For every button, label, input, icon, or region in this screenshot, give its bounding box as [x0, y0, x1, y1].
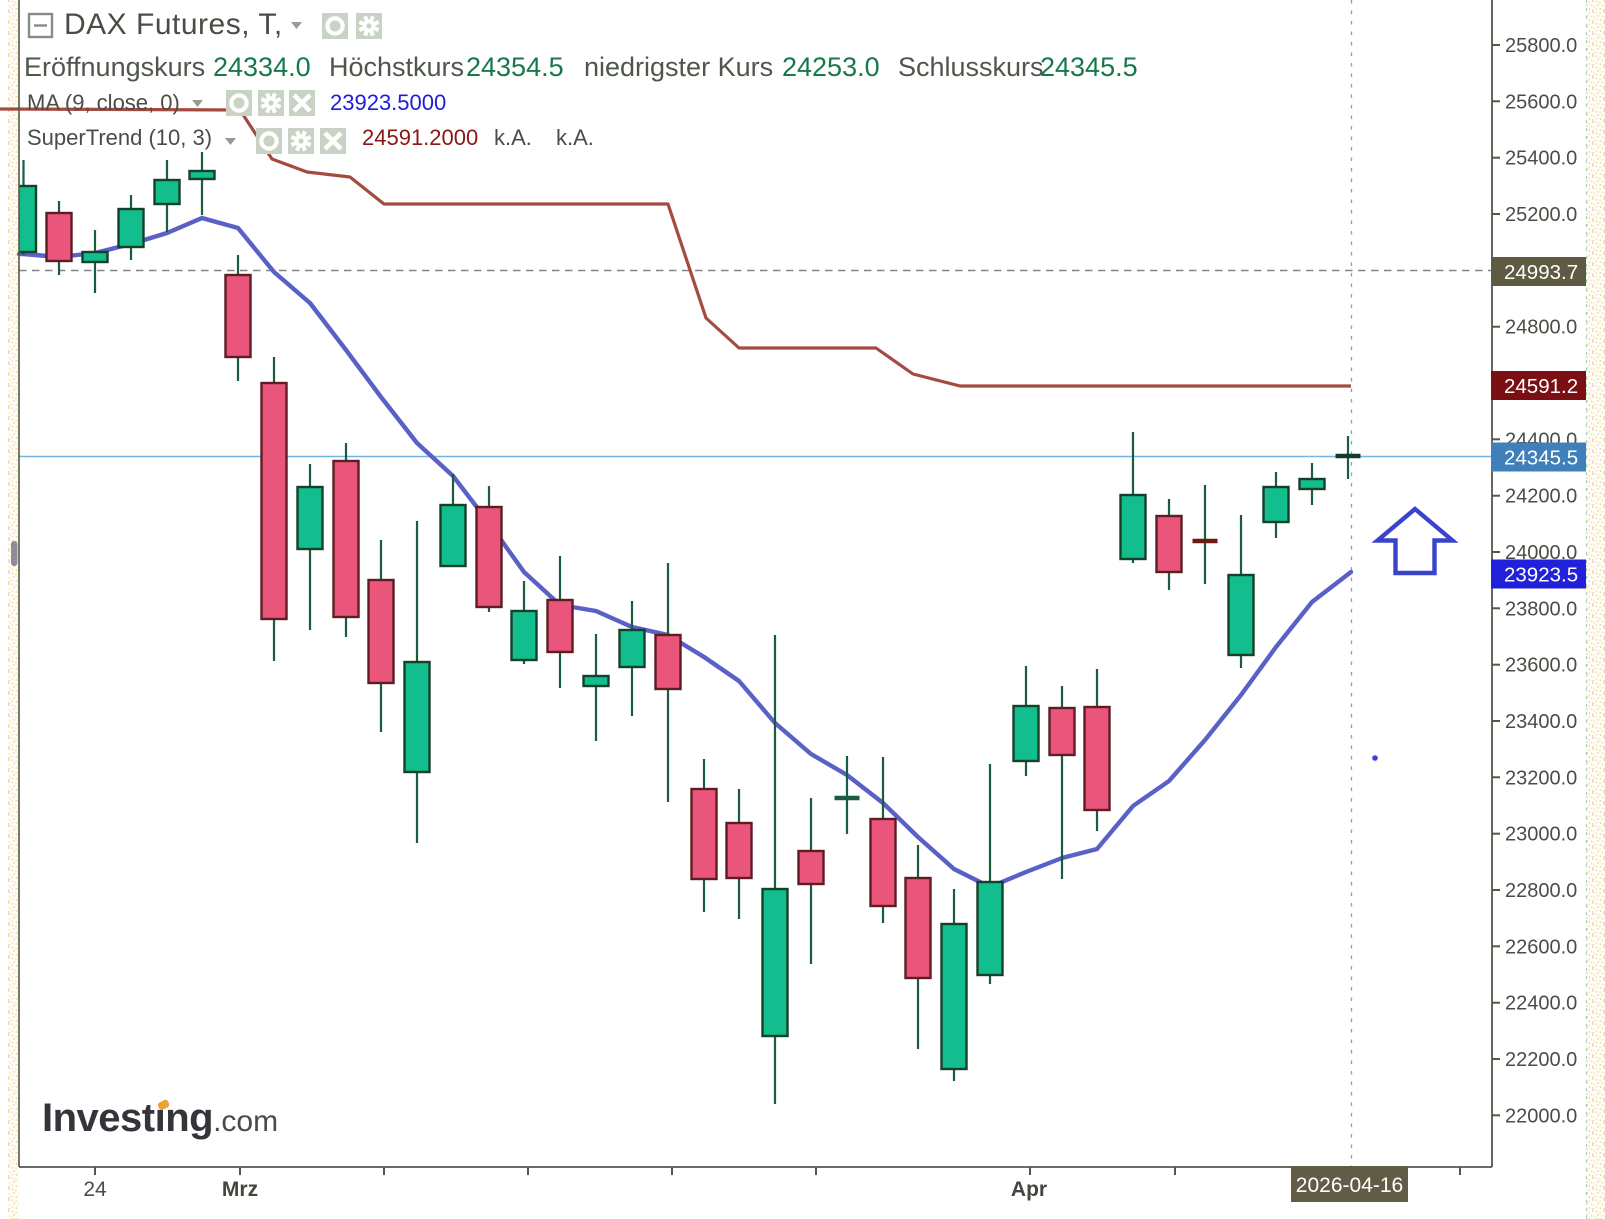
- svg-text:24591.2: 24591.2: [1504, 375, 1578, 398]
- svg-text:24: 24: [83, 1178, 107, 1201]
- svg-text:Apr: Apr: [1011, 1178, 1047, 1201]
- svg-text:25400.0: 25400.0: [1505, 148, 1577, 170]
- svg-text:24345.5: 24345.5: [1504, 447, 1578, 470]
- svg-text:23000.0: 23000.0: [1505, 824, 1577, 846]
- svg-text:25800.0: 25800.0: [1505, 35, 1577, 57]
- svg-text:2026-04-16: 2026-04-16: [1296, 1174, 1403, 1197]
- svg-text:22200.0: 22200.0: [1505, 1049, 1577, 1071]
- svg-text:24800.0: 24800.0: [1505, 317, 1577, 339]
- svg-text:24200.0: 24200.0: [1505, 486, 1577, 508]
- svg-text:Mrz: Mrz: [222, 1178, 258, 1201]
- svg-text:24993.7: 24993.7: [1504, 261, 1578, 284]
- svg-text:23600.0: 23600.0: [1505, 655, 1577, 677]
- svg-text:22600.0: 22600.0: [1505, 936, 1577, 958]
- svg-text:24000.0: 24000.0: [1505, 542, 1577, 564]
- svg-text:23923.5: 23923.5: [1504, 564, 1578, 587]
- svg-text:23800.0: 23800.0: [1505, 598, 1577, 620]
- svg-text:23200.0: 23200.0: [1505, 767, 1577, 789]
- svg-text:25200.0: 25200.0: [1505, 204, 1577, 226]
- svg-text:25600.0: 25600.0: [1505, 91, 1577, 113]
- svg-text:22000.0: 22000.0: [1505, 1105, 1577, 1127]
- svg-text:22400.0: 22400.0: [1505, 993, 1577, 1015]
- svg-text:23400.0: 23400.0: [1505, 711, 1577, 733]
- svg-text:22800.0: 22800.0: [1505, 880, 1577, 902]
